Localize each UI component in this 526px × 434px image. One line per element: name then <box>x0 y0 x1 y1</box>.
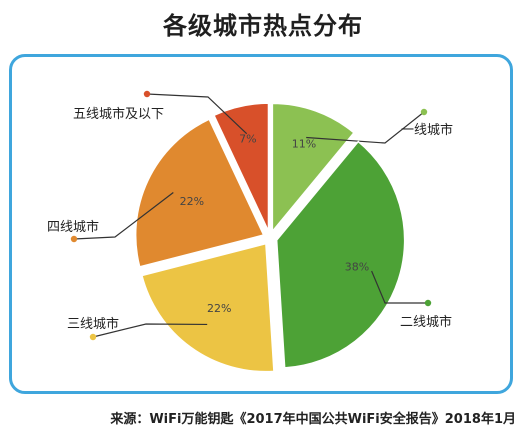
leader-dot <box>143 90 151 98</box>
pie-slice <box>134 118 265 268</box>
leader-dot <box>420 108 428 116</box>
source-note: 来源：WiFi万能钥匙《2017年中国公共WiFi安全报告》2018年1月 <box>110 412 516 427</box>
chart-frame <box>9 54 513 394</box>
slice-percent-label: 11% <box>292 137 316 150</box>
slice-category-label: 四线城市 <box>47 219 99 235</box>
slice-category-label: 二线城市 <box>400 314 452 330</box>
slice-percent-label: 22% <box>180 195 204 208</box>
leader-line <box>371 270 428 304</box>
pie-slice <box>212 102 270 232</box>
leader-dot <box>89 333 97 341</box>
slice-category-label: 一线城市 <box>401 122 453 138</box>
slice-category-label: 三线城市 <box>67 316 119 332</box>
leader-line <box>73 192 174 240</box>
leader-dot <box>424 299 432 307</box>
slice-percent-label: 7% <box>239 133 256 146</box>
leader-line <box>92 323 208 338</box>
slice-percent-label: 22% <box>207 302 231 315</box>
slice-percent-label: 38% <box>345 260 369 273</box>
pie-slice <box>275 140 406 369</box>
pie-slice <box>271 102 356 234</box>
leader-line <box>306 111 425 144</box>
leader-dot <box>70 235 78 243</box>
chart-title: 各级城市热点分布 <box>163 12 363 40</box>
slice-category-label: 五线城市及以下 <box>73 106 164 122</box>
leader-line <box>146 93 248 135</box>
pie-slice <box>140 242 275 373</box>
